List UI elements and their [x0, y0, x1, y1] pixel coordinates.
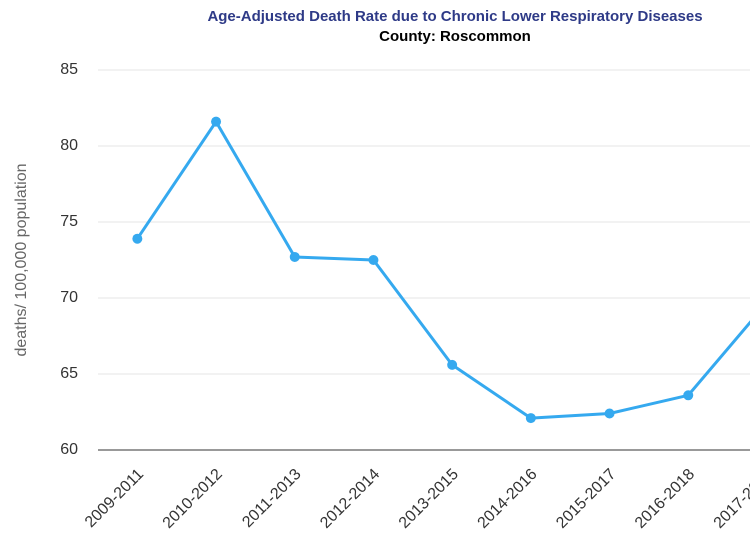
point [683, 390, 694, 401]
y-tick-label: 65 [60, 365, 78, 382]
x-tick-label: 2012-2014 [317, 466, 383, 532]
y-tick-label: 85 [60, 61, 78, 78]
y-tick-label: 75 [60, 213, 78, 230]
x-tick-label: 2017-2019 [711, 466, 750, 532]
chart-title: Age-Adjusted Death Rate due to Chronic L… [207, 8, 702, 25]
point [211, 116, 222, 127]
point [604, 408, 615, 419]
x-tick-label: 2015-2017 [553, 466, 619, 532]
x-tick-label: 2011-2013 [239, 466, 304, 531]
x-tick-label: 2013-2015 [396, 466, 462, 532]
point [368, 255, 379, 265]
point [447, 359, 458, 370]
x-tick-label: 2010-2012 [160, 466, 226, 532]
y-tick-label: 80 [60, 137, 78, 154]
chart-subtitle: County: Roscommon [379, 28, 531, 45]
x-tick-label: 2014-2016 [475, 466, 541, 532]
point [525, 413, 536, 424]
y-tick-label: 60 [60, 441, 78, 458]
point [289, 251, 300, 262]
y-tick-label: 70 [60, 289, 78, 306]
x-tick-label: 2009-2011 [82, 466, 147, 531]
y-axis-title: deaths/ 100,000 population [13, 163, 30, 356]
point [132, 233, 143, 244]
x-tick-label: 2016-2018 [632, 466, 698, 532]
